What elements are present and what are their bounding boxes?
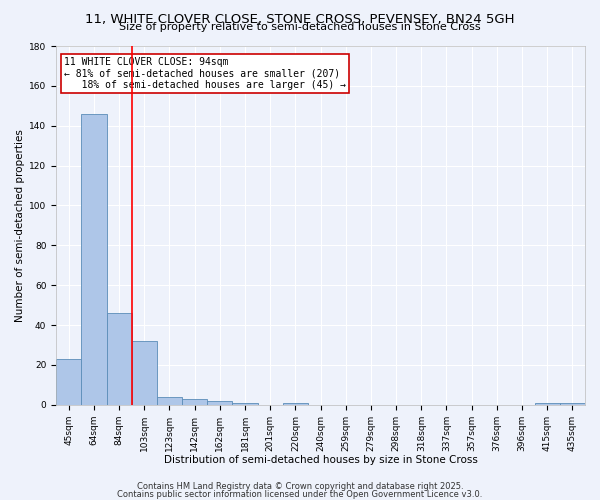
Bar	[207, 401, 232, 404]
Bar	[107, 313, 131, 404]
Bar	[157, 397, 182, 404]
Text: Contains public sector information licensed under the Open Government Licence v3: Contains public sector information licen…	[118, 490, 482, 499]
Text: 11 WHITE CLOVER CLOSE: 94sqm
← 81% of semi-detached houses are smaller (207)
   : 11 WHITE CLOVER CLOSE: 94sqm ← 81% of se…	[64, 57, 346, 90]
X-axis label: Distribution of semi-detached houses by size in Stone Cross: Distribution of semi-detached houses by …	[164, 455, 478, 465]
Bar	[283, 402, 308, 404]
Bar	[82, 114, 107, 405]
Text: 11, WHITE CLOVER CLOSE, STONE CROSS, PEVENSEY, BN24 5GH: 11, WHITE CLOVER CLOSE, STONE CROSS, PEV…	[85, 12, 515, 26]
Bar	[131, 341, 157, 404]
Text: Size of property relative to semi-detached houses in Stone Cross: Size of property relative to semi-detach…	[119, 22, 481, 32]
Bar	[232, 402, 257, 404]
Bar	[56, 359, 82, 405]
Text: Contains HM Land Registry data © Crown copyright and database right 2025.: Contains HM Land Registry data © Crown c…	[137, 482, 463, 491]
Bar	[182, 399, 207, 404]
Bar	[535, 402, 560, 404]
Y-axis label: Number of semi-detached properties: Number of semi-detached properties	[15, 129, 25, 322]
Bar	[560, 402, 585, 404]
